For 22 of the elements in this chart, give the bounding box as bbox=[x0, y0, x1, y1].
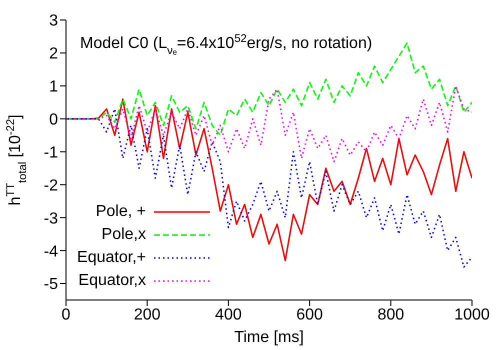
y-tick-label: 1 bbox=[49, 78, 58, 96]
y-tick-label: -3 bbox=[44, 210, 58, 228]
legend-label: Pole,x bbox=[102, 226, 146, 244]
x-tick-label: 200 bbox=[134, 306, 161, 324]
y-tick-label: 3 bbox=[49, 12, 58, 30]
x-tick-label: 0 bbox=[62, 306, 71, 324]
y-tick-label: -2 bbox=[44, 177, 58, 194]
text: Model C0 (L$_{νₑ}$=6.4x10$^{52}$erg/s, no rotation) bbox=[80, 33, 372, 57]
x-tick-label: 400 bbox=[215, 306, 242, 324]
x-tick-label: 600 bbox=[296, 306, 324, 324]
y-tick-label: 0 bbox=[49, 112, 58, 129]
x-tick-label: 1000 bbox=[454, 306, 490, 324]
x-axis-title: Time [ms] bbox=[234, 329, 304, 346]
y-tick-label: -4 bbox=[44, 243, 58, 260]
y-tick-label: -5 bbox=[44, 276, 58, 294]
y-tick-label: 2 bbox=[49, 46, 58, 63]
line-series bbox=[66, 85, 472, 162]
x-tick-label: 800 bbox=[377, 306, 404, 324]
legend-label: Equator,+ bbox=[77, 248, 146, 266]
legend-label: Pole, + bbox=[96, 202, 146, 220]
y-tick-label: -1 bbox=[44, 144, 58, 162]
legend-label: Equator,x bbox=[78, 272, 146, 290]
